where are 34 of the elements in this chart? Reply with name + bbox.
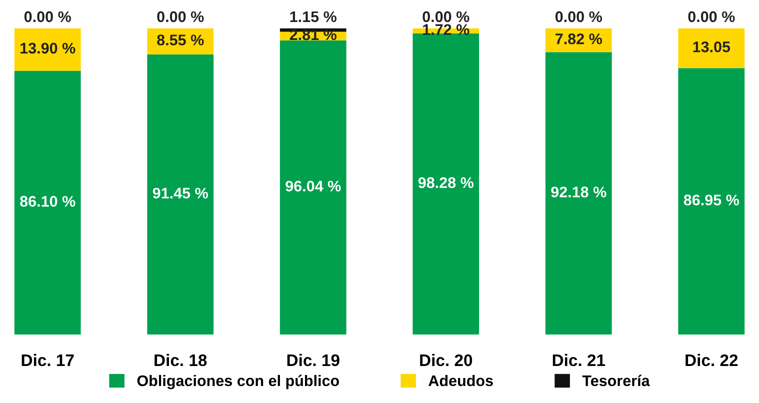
data-label: 2.81 % <box>290 29 336 40</box>
data-label: 0.00 % <box>157 11 204 22</box>
data-label: 7.82 % <box>556 33 602 44</box>
legend-label: Adeudos <box>428 374 493 386</box>
data-label: 0.00 % <box>422 11 470 22</box>
data-label: 0.00 % <box>24 11 71 22</box>
x-tick-label: Dic. 17 <box>22 354 74 366</box>
data-label: 86.10 % <box>20 196 76 207</box>
data-label: 91.45 % <box>152 188 208 199</box>
bar <box>14 28 81 71</box>
x-tick-label: Dic. 20 <box>420 354 472 366</box>
bar <box>678 68 745 334</box>
data-label: 13.05 <box>693 41 730 52</box>
x-tick-label: Dic. 19 <box>287 354 340 366</box>
bar <box>678 28 745 68</box>
x-tick-label: Dic. 22 <box>686 354 738 366</box>
bar <box>14 70 81 334</box>
data-label: 96.04 % <box>286 180 341 192</box>
bar <box>280 40 346 334</box>
legend-label: Tesorería <box>582 374 650 386</box>
data-label: 13.90 % <box>20 42 76 54</box>
x-tick-label: Dic. 21 <box>552 354 606 366</box>
data-label: 98.28 % <box>418 177 474 188</box>
data-label: 0.00 % <box>688 11 735 22</box>
data-label: 0.00 % <box>555 11 602 22</box>
x-tick-label: Dic. 18 <box>154 354 207 366</box>
data-label: 1.15 % <box>290 11 336 22</box>
data-label: 8.55 % <box>157 34 204 46</box>
data-label: 86.95 % <box>684 194 740 206</box>
bar <box>545 52 612 334</box>
bar <box>412 33 480 334</box>
data-label: 92.18 % <box>551 186 606 198</box>
bar <box>147 54 214 334</box>
legend-label: Obligaciones con el público <box>137 374 339 390</box>
